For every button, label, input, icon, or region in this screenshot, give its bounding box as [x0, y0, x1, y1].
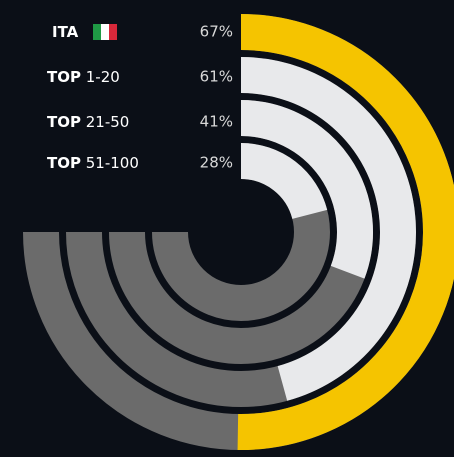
- value-label: 28%: [200, 154, 233, 172]
- italy-flag: [93, 24, 117, 40]
- row-label: ITA: [52, 23, 79, 41]
- value-label: 61%: [200, 68, 233, 86]
- row-label: TOP 1-20: [47, 68, 120, 86]
- ring-value: [240, 57, 416, 401]
- value-label: 41%: [200, 113, 233, 131]
- ring-value: [240, 143, 328, 220]
- label-prefix: TOP: [47, 154, 81, 172]
- row-label: TOP 51-100: [47, 154, 139, 172]
- value-label: 67%: [200, 23, 233, 41]
- rings: [23, 14, 454, 450]
- ring-value: [240, 100, 373, 279]
- label-range: 1-20: [86, 68, 120, 86]
- ring-value: [237, 14, 454, 450]
- row-label: TOP 21-50: [47, 113, 129, 131]
- label-prefix: ITA: [52, 23, 79, 41]
- label-range: 51-100: [86, 154, 139, 172]
- flag-red: [109, 24, 117, 40]
- label-prefix: TOP: [47, 68, 81, 86]
- flag-white: [101, 24, 109, 40]
- labels: ITA 67% TOP 1-20 61% TOP 21-50 41% TOP 51-100 2…: [47, 23, 233, 172]
- flag-green: [93, 24, 101, 40]
- label-range: 21-50: [86, 113, 130, 131]
- label-prefix: TOP: [47, 113, 81, 131]
